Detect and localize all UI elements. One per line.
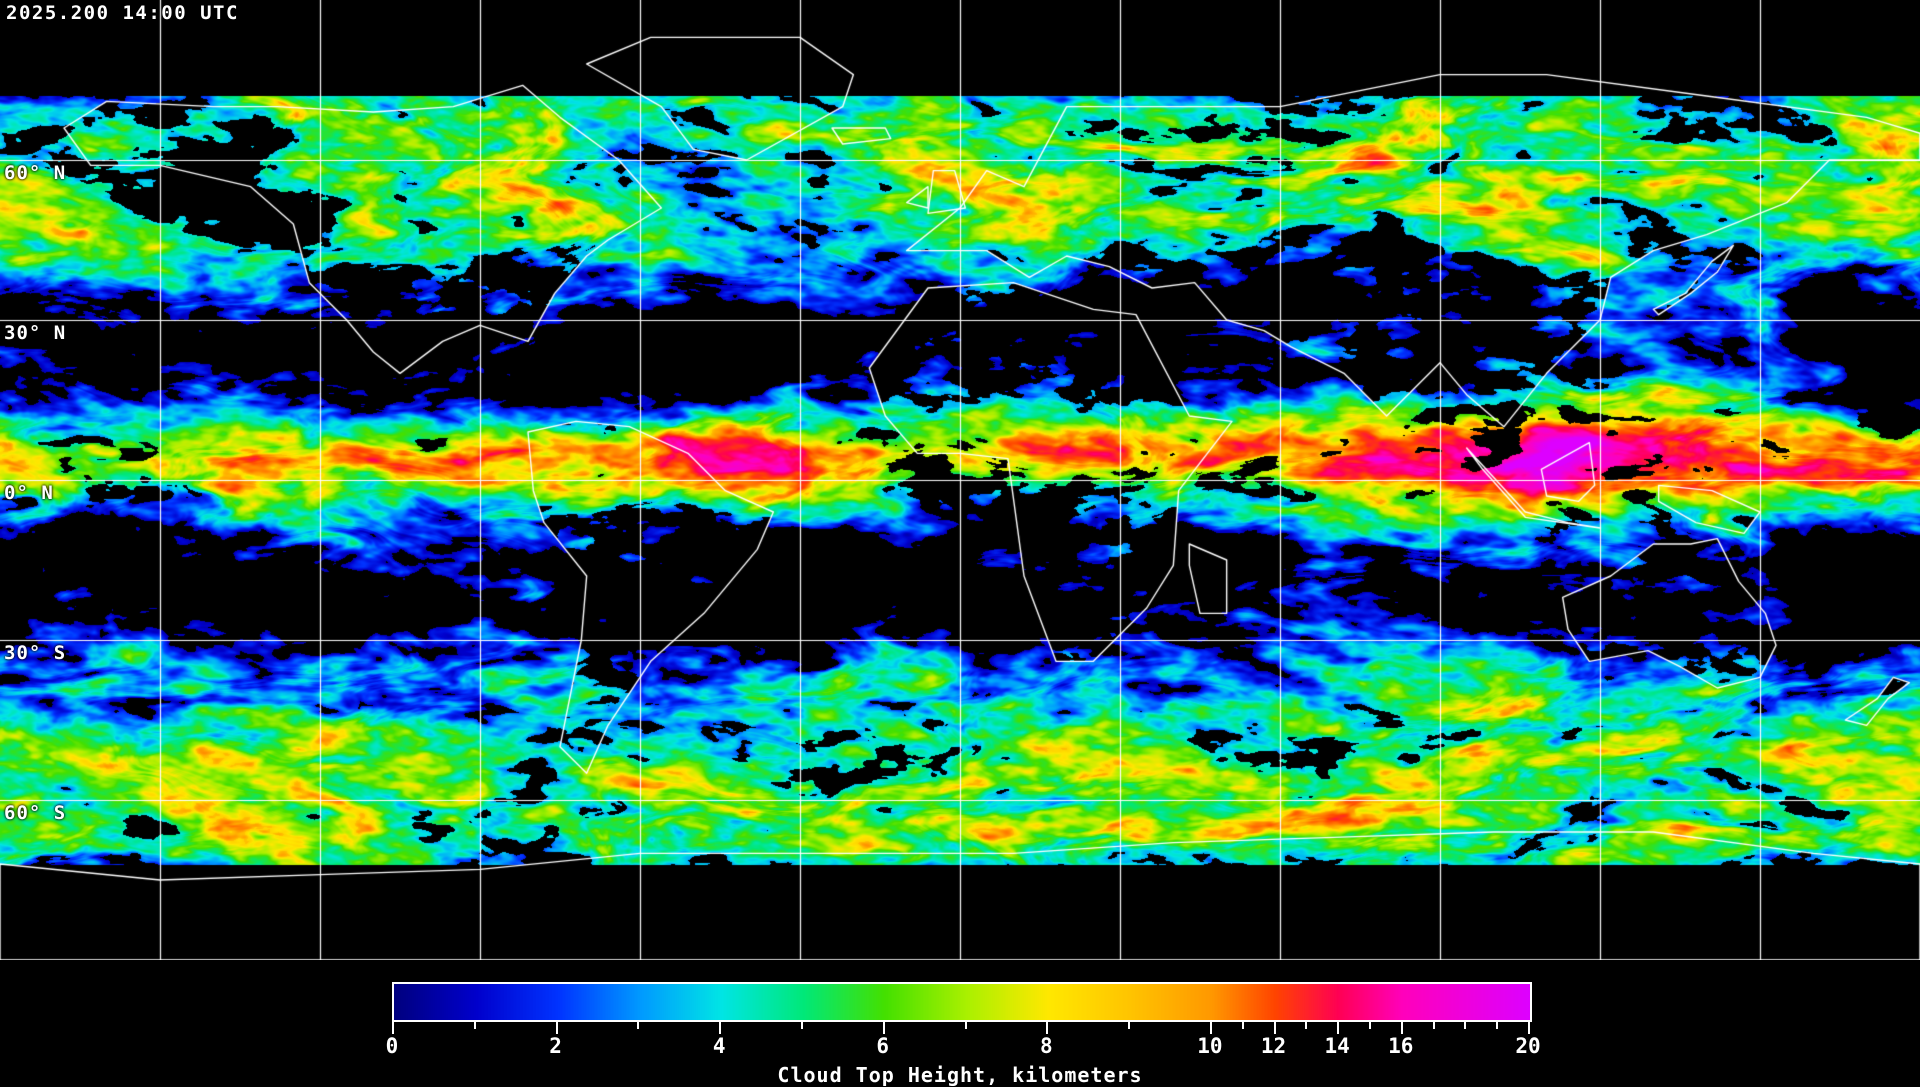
colorbar-tick-label: 6 xyxy=(876,1034,890,1058)
colorbar-minor-tick xyxy=(1305,1022,1308,1029)
colorbar-major-tick xyxy=(1528,1022,1530,1034)
colorbar-ticks xyxy=(392,1022,1532,1034)
lat-label-0n: 0° N xyxy=(4,482,54,504)
colorbar-minor-tick xyxy=(1241,1022,1244,1029)
colorbar-major-tick xyxy=(392,1022,394,1034)
colorbar-major-tick xyxy=(882,1022,885,1034)
colorbar-major-tick xyxy=(1400,1022,1403,1034)
colorbar-major-tick xyxy=(1273,1022,1276,1034)
colorbar-tick-label: 16 xyxy=(1388,1034,1414,1058)
colorbar-tick-label: 8 xyxy=(1040,1034,1053,1058)
colorbar-minor-tick xyxy=(473,1022,476,1029)
colorbar-minor-tick xyxy=(800,1022,803,1029)
colorbar-tick-label: 10 xyxy=(1197,1034,1223,1058)
global-map-panel[interactable]: 60° N 30° N 0° N 30° S 60° S xyxy=(0,0,1920,960)
colorbar[interactable] xyxy=(392,982,1532,1022)
colorbar-minor-tick xyxy=(1496,1022,1499,1029)
lat-label-60s: 60° S xyxy=(4,802,67,824)
colorbar-minor-tick xyxy=(1128,1022,1131,1029)
colorbar-minor-tick xyxy=(964,1022,967,1029)
colorbar-tick-labels: 0 2 4 6 8 10 12 14 16 20 xyxy=(0,1034,1920,1060)
colorbar-minor-tick xyxy=(1464,1022,1467,1029)
colorbar-title: Cloud Top Height, kilometers xyxy=(777,1063,1143,1087)
colorbar-tick-label: 0 xyxy=(385,1034,399,1058)
colorbar-tick-label: 20 xyxy=(1515,1034,1541,1058)
colorbar-major-tick xyxy=(1209,1022,1212,1034)
latlon-graticule xyxy=(0,0,1920,960)
colorbar-gradient xyxy=(394,984,1530,1020)
colorbar-major-tick xyxy=(719,1022,722,1034)
colorbar-minor-tick xyxy=(1432,1022,1435,1029)
timestamp-label: 2025.200 14:00 UTC xyxy=(6,2,239,24)
lat-label-30n: 30° N xyxy=(4,322,67,344)
colorbar-tick-label: 12 xyxy=(1260,1034,1287,1058)
colorbar-minor-tick xyxy=(1368,1022,1371,1029)
lat-label-60n: 60° N xyxy=(4,162,67,184)
colorbar-major-tick xyxy=(555,1022,558,1034)
colorbar-tick-label: 14 xyxy=(1324,1034,1350,1058)
colorbar-panel: 0 2 4 6 8 10 12 14 16 20 Cloud Top Height, kilome… xyxy=(0,960,1920,1087)
colorbar-major-tick xyxy=(1046,1022,1049,1034)
lat-label-30s: 30° S xyxy=(4,642,67,664)
colorbar-tick-label: 4 xyxy=(712,1034,726,1058)
colorbar-tick-label: 2 xyxy=(549,1034,562,1058)
colorbar-minor-tick xyxy=(637,1022,640,1029)
colorbar-major-tick xyxy=(1337,1022,1340,1034)
